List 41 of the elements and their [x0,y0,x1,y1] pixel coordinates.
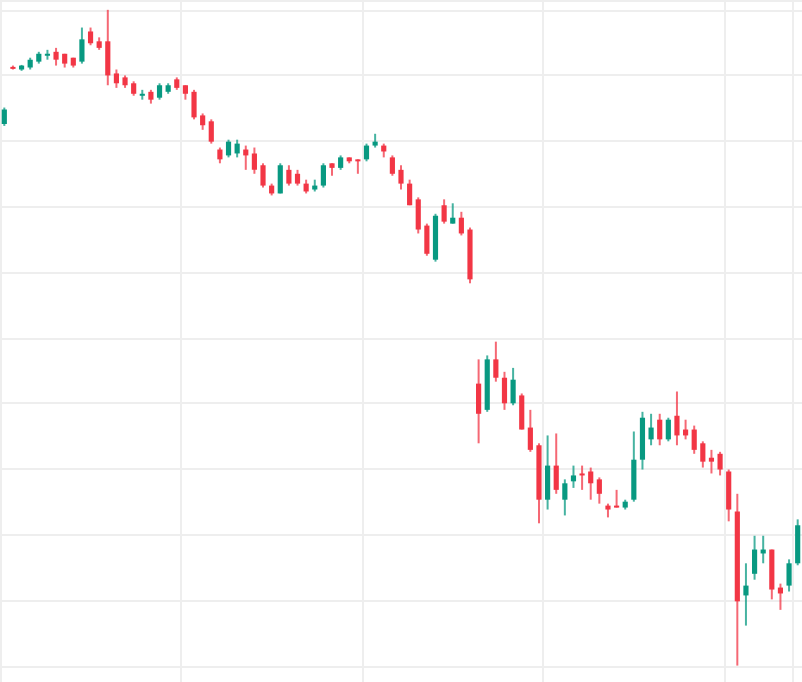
candlestick [743,562,749,627]
candlestick [191,88,197,121]
candlestick [286,164,292,187]
candlestick [717,450,723,477]
candlestick [277,162,283,195]
candlestick [105,8,111,87]
candlestick [450,202,456,225]
candlestick [786,558,792,593]
candlestick [665,416,671,443]
candlestick [769,548,775,601]
candlestick [519,392,525,431]
candlestick [751,534,758,581]
candlestick [579,464,585,491]
candlestick [795,518,801,567]
candlestick [501,370,508,411]
candlestick [476,358,482,445]
candlestick [1,106,7,127]
candlestick [691,424,697,455]
candlestick [441,198,447,225]
candlestick [553,432,559,495]
candlestick [657,412,663,447]
candlestick [639,410,646,471]
candlestick [113,68,120,89]
candlestick [674,390,680,447]
candlestick [407,178,413,207]
candlestick [631,430,637,503]
candlestick [432,212,439,263]
candlestick [545,434,551,511]
candlestick [79,26,85,65]
candlestick [708,448,715,475]
candlestick [355,158,361,175]
candlestick [562,478,568,517]
candlestick [726,468,732,523]
candlestick [570,464,577,489]
candlestick [510,366,516,407]
candlestick [398,164,404,191]
candlestick [588,466,594,501]
candlestick [208,118,214,145]
candlestick [596,476,602,505]
candlestick [320,162,326,189]
candlestick [493,340,499,383]
